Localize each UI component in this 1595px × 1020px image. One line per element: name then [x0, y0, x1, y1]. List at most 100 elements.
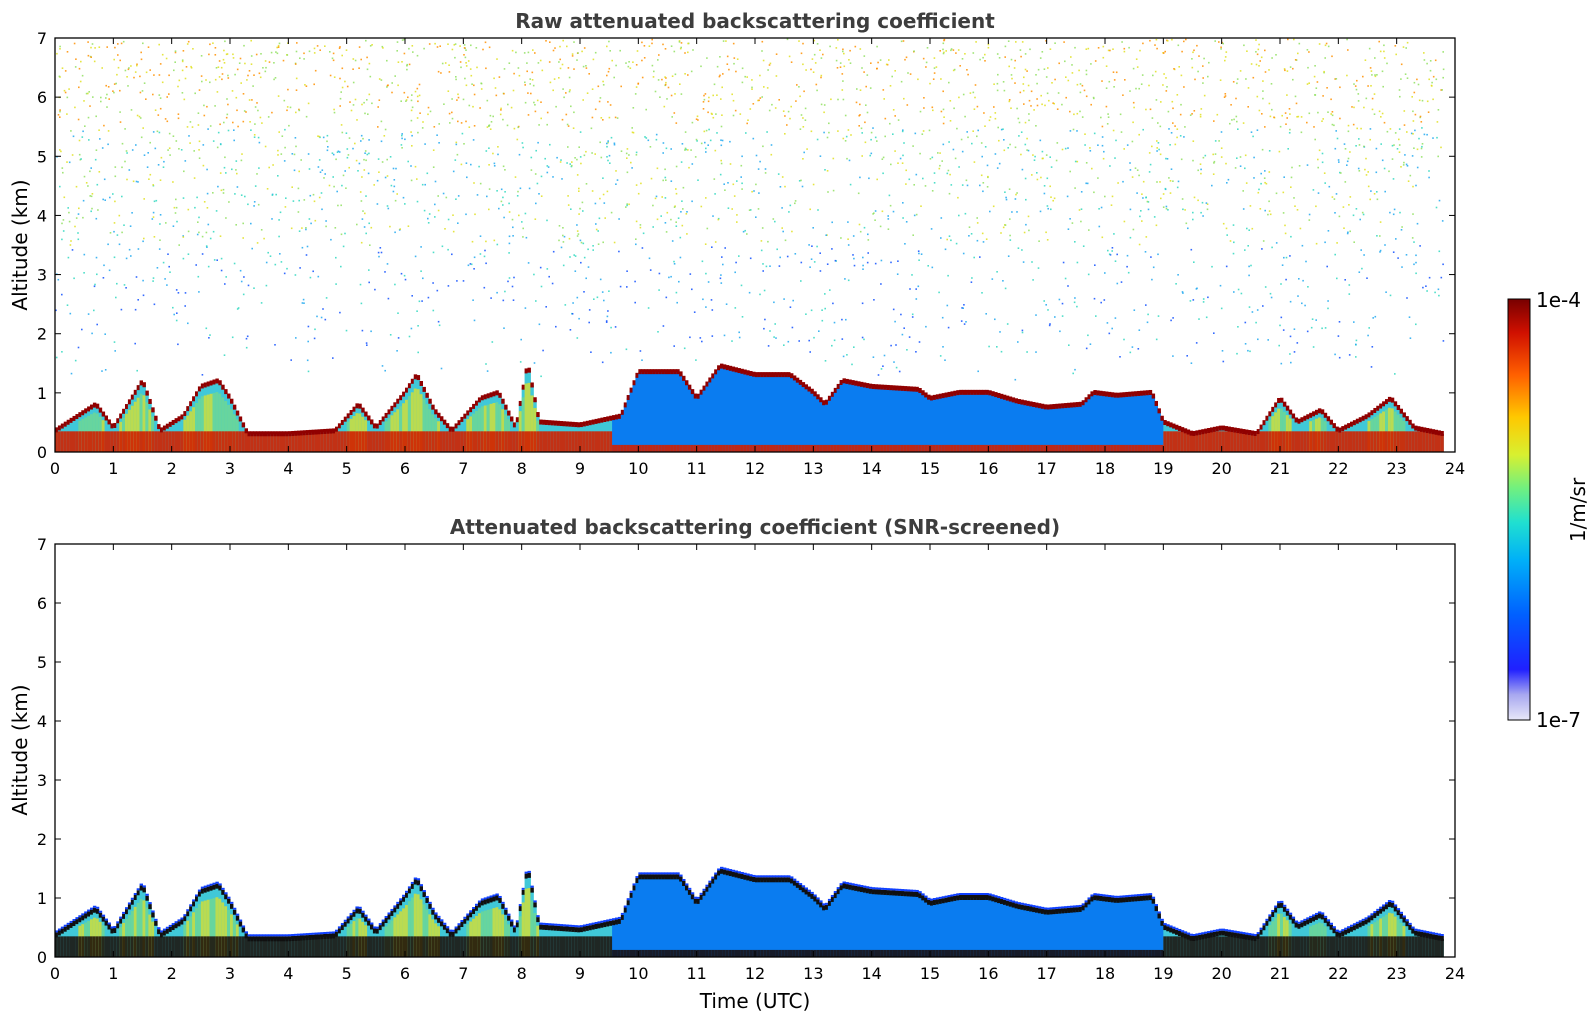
noise-pixel: [57, 278, 60, 281]
noise-pixel: [902, 154, 904, 157]
noise-pixel: [928, 129, 931, 132]
surface-layer-cell: [565, 431, 569, 452]
surface-layer-cell: [545, 431, 549, 452]
layer-top-cell: [171, 419, 176, 425]
layer-top-cell: [1029, 401, 1033, 407]
noise-pixel: [479, 182, 482, 185]
noise-pixel: [881, 158, 884, 160]
layer-top-cell: [1186, 429, 1191, 435]
noise-pixel: [1289, 255, 1291, 257]
noise-pixel: [1070, 56, 1072, 58]
noise-pixel: [1359, 218, 1361, 221]
noise-pixel: [1131, 176, 1134, 178]
noise-pixel: [924, 185, 927, 187]
noise-pixel: [1327, 230, 1330, 232]
surface-layer-cell: [1075, 444, 1080, 452]
noise-pixel: [1214, 140, 1217, 142]
layer-top-cell: [305, 430, 310, 436]
noise-pixel: [861, 155, 863, 157]
noise-pixel: [626, 171, 629, 174]
layer-top-cell: [1183, 428, 1188, 434]
noise-pixel: [1174, 125, 1176, 127]
surface-layer-cell: [722, 444, 727, 452]
noise-pixel: [498, 76, 501, 78]
noise-pixel: [93, 285, 96, 288]
noise-pixel: [976, 105, 979, 108]
bl-cell: [1070, 405, 1074, 452]
noise-pixel: [1385, 291, 1387, 293]
noise-pixel: [103, 178, 106, 181]
noise-pixel: [791, 230, 793, 233]
layer-top-cell: [218, 380, 222, 386]
noise-pixel: [502, 165, 505, 168]
noise-pixel: [233, 139, 235, 142]
noise-pixel: [826, 170, 829, 172]
noise-pixel: [158, 94, 161, 96]
noise-pixel: [665, 296, 668, 299]
layer-top-cell: [749, 371, 753, 377]
noise-pixel: [762, 145, 764, 148]
noise-pixel: [78, 139, 81, 142]
noise-pixel: [1115, 71, 1118, 74]
noise-pixel: [674, 205, 676, 207]
noise-pixel: [850, 134, 852, 136]
noise-pixel: [1392, 251, 1395, 253]
noise-pixel: [418, 83, 421, 86]
noise-pixel: [520, 338, 522, 341]
surface-layer-cell: [1023, 444, 1027, 452]
noise-pixel: [697, 179, 699, 181]
noise-pixel: [877, 374, 880, 376]
bl-cell: [760, 375, 765, 452]
bl-cell: [857, 384, 861, 452]
noise-pixel: [313, 47, 316, 50]
noise-pixel: [341, 184, 343, 187]
noise-pixel: [427, 296, 430, 299]
noise-pixel: [1285, 278, 1287, 281]
noise-pixel: [1315, 205, 1317, 208]
layer-top-cell: [1078, 401, 1083, 407]
surface-layer-cell: [1212, 431, 1217, 452]
noise-pixel: [310, 222, 312, 225]
surface-layer-cell: [658, 444, 663, 452]
bl-cell: [889, 388, 893, 452]
noise-pixel: [1409, 174, 1412, 177]
noise-pixel: [932, 78, 935, 80]
noise-pixel: [473, 256, 476, 259]
noise-pixel: [222, 58, 225, 61]
surface-layer-cell: [512, 431, 517, 452]
noise-pixel: [1232, 224, 1235, 226]
noise-pixel: [659, 96, 661, 98]
noise-pixel: [1412, 120, 1415, 122]
noise-pixel: [523, 52, 526, 54]
noise-pixel: [824, 293, 826, 295]
noise-pixel: [692, 49, 694, 51]
noise-pixel: [892, 133, 894, 135]
noise-pixel: [906, 349, 908, 351]
layer-top-cell: [547, 420, 552, 426]
layer-top-cell: [98, 407, 103, 413]
noise-pixel: [552, 89, 554, 92]
noise-pixel: [803, 90, 805, 93]
noise-pixel: [438, 142, 440, 144]
plume-cell: [425, 404, 429, 452]
noise-pixel: [296, 42, 298, 44]
noise-pixel: [546, 268, 549, 270]
noise-pixel: [1165, 205, 1168, 208]
noise-pixel: [602, 80, 604, 83]
layer-top-cell: [1177, 425, 1182, 431]
plume-cell: [498, 404, 502, 452]
noise-pixel: [1261, 248, 1263, 250]
surface-layer-cell: [737, 444, 741, 452]
noise-pixel: [857, 192, 860, 195]
surface-layer-cell: [66, 431, 71, 452]
surface-layer-cell: [889, 444, 893, 452]
noise-pixel: [1147, 201, 1150, 203]
noise-pixel: [189, 142, 191, 144]
noise-pixel: [457, 195, 460, 197]
noise-pixel: [1255, 51, 1257, 53]
noise-pixel: [863, 55, 866, 57]
surface-layer-cell: [393, 431, 397, 452]
noise-pixel: [1255, 63, 1258, 66]
surface-layer-cell: [1131, 444, 1135, 452]
noise-pixel: [950, 184, 953, 186]
